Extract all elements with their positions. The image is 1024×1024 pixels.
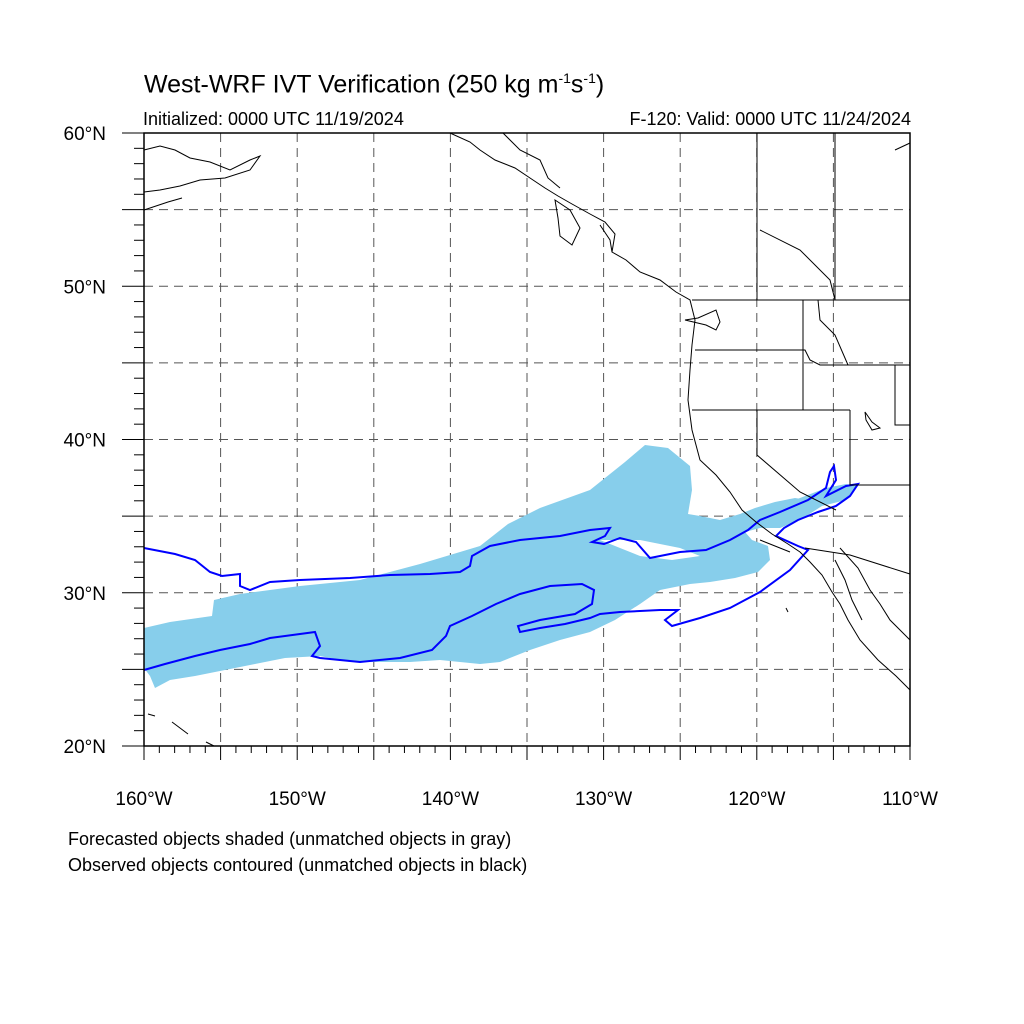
latitude-labels: 20°N 30°N 40°N 50°N 60°N xyxy=(64,124,106,758)
latitude-label: 50°N xyxy=(64,277,106,298)
chart-title: West-WRF IVT Verification (250 kg m-1s-1… xyxy=(144,70,605,99)
forecast-ivt-object xyxy=(144,445,808,688)
political-borders xyxy=(692,133,911,575)
observed-note: Observed objects contoured (unmatched ob… xyxy=(68,855,528,875)
valid-time-label: F-120: Valid: 0000 UTC 11/24/2024 xyxy=(629,109,911,129)
latitude-label: 20°N xyxy=(64,737,106,758)
observed-ivt-contour xyxy=(143,463,861,671)
latitude-label: 60°N xyxy=(64,124,106,145)
forecast-note: Forecasted objects shaded (unmatched obj… xyxy=(68,829,512,849)
latitude-label: 40°N xyxy=(64,431,106,452)
longitude-label: 160°W xyxy=(115,789,172,810)
longitude-label: 120°W xyxy=(728,789,785,810)
longitude-label: 130°W xyxy=(575,789,632,810)
longitude-label: 150°W xyxy=(269,789,326,810)
forecast-gap xyxy=(600,540,700,560)
forecast-ivt-object-coastal xyxy=(752,484,858,528)
legend-notes: Forecasted objects shaded (unmatched obj… xyxy=(68,826,527,878)
coastlines xyxy=(143,132,911,747)
init-time-label: Initialized: 0000 UTC 11/19/2024 xyxy=(143,109,404,129)
longitude-label: 110°W xyxy=(882,789,938,810)
latitude-label: 30°N xyxy=(64,584,106,605)
axis-ticks xyxy=(122,132,911,760)
longitude-label: 140°W xyxy=(422,789,479,810)
longitude-labels: 160°W 150°W 140°W 130°W 120°W 110°W xyxy=(115,789,938,810)
